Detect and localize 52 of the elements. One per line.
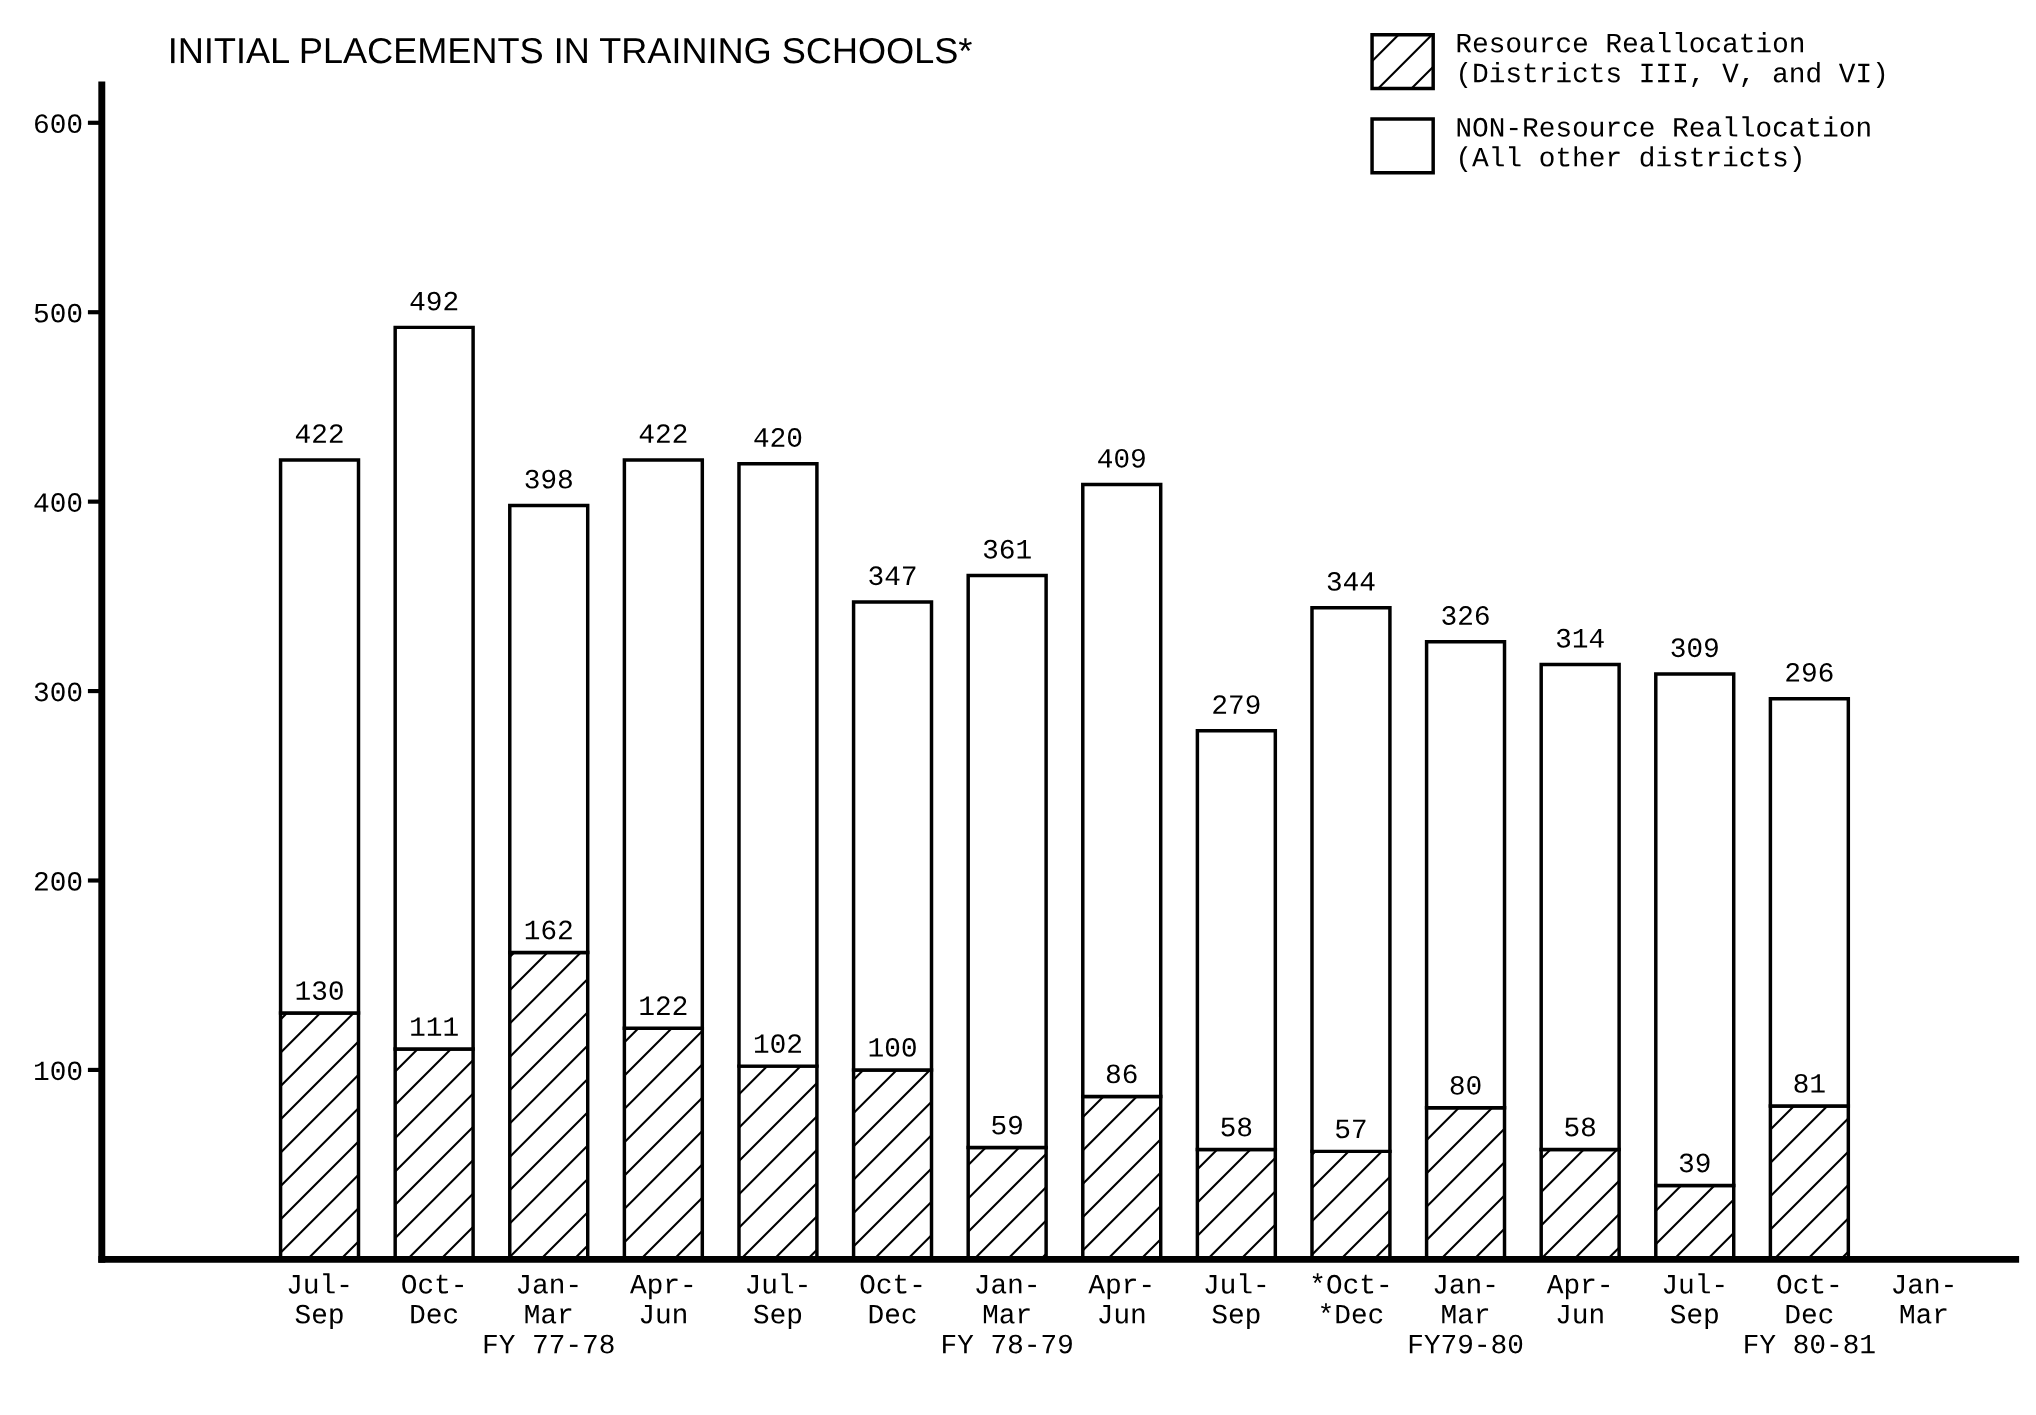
y-tick-label: 500 <box>34 303 82 323</box>
total-label: 422 <box>295 424 343 443</box>
x-tick-label: Jan- Mar <box>1893 1275 1953 1324</box>
y-tick-label: 200 <box>34 871 82 891</box>
total-label: 314 <box>1556 628 1604 648</box>
x-tick-label: Oct- Dec FY 80-81 <box>1745 1274 1875 1354</box>
data-label: 86 <box>1106 1064 1137 1084</box>
x-tick-label: *Oct- *Dec <box>1312 1273 1389 1324</box>
data-label: 130 <box>296 981 343 1001</box>
y-tick-label: 600 <box>35 114 82 134</box>
total-label: 398 <box>525 469 572 489</box>
x-tick-label: Apr- Jun <box>1088 1275 1151 1324</box>
total-label: 309 <box>1671 638 1718 658</box>
y-tick-label: 400 <box>34 493 82 512</box>
x-tick-label: Jan- Mar FY 77-78 <box>484 1275 614 1354</box>
total-label: 409 <box>1098 448 1145 468</box>
data-label: 59 <box>992 1115 1022 1135</box>
total-label: 361 <box>983 539 1031 559</box>
x-tick-label: Jul- Sep <box>746 1273 807 1330</box>
data-label: 102 <box>754 1034 801 1054</box>
data-label: 162 <box>525 920 572 940</box>
x-tick-label: Apr- Jun <box>1546 1275 1609 1324</box>
total-label: 347 <box>869 566 916 586</box>
total-label: 492 <box>410 291 458 311</box>
total-label: 296 <box>1786 662 1833 682</box>
legend-label: NON-Resource Reallocation (All other districts) <box>1457 116 1870 173</box>
total-label: 422 <box>639 424 687 443</box>
x-tick-label: Oct- Dec <box>402 1274 463 1324</box>
x-tick-label: Jan- Mar FY79-80 <box>1409 1275 1523 1354</box>
total-label: 344 <box>1327 572 1375 591</box>
x-tick-label: Jul- Sep <box>288 1273 349 1330</box>
data-label: 39 <box>1679 1153 1710 1173</box>
total-label: 279 <box>1213 695 1260 714</box>
y-tick-label: 100 <box>35 1061 82 1081</box>
data-label: 57 <box>1336 1119 1366 1139</box>
data-label: 81 <box>1794 1073 1825 1093</box>
chart-title: INITIAL PLACEMENTS IN TRAINING SCHOOLS* <box>171 37 972 64</box>
total-label: 326 <box>1442 606 1489 625</box>
data-label: 80 <box>1450 1075 1481 1095</box>
total-label: 420 <box>754 428 802 447</box>
x-tick-label: Apr- Jun <box>630 1275 693 1324</box>
data-label: 111 <box>411 1017 458 1036</box>
legend-label: Resource Reallocation (Districts III, V, and VI) <box>1457 32 1885 88</box>
x-tick-label: Oct- Dec <box>860 1274 922 1324</box>
data-label: 122 <box>640 996 687 1015</box>
y-tick-label: 300 <box>34 682 82 702</box>
data-label: 100 <box>869 1038 916 1057</box>
x-tick-label: Jan- Mar FY 78-79 <box>943 1275 1072 1354</box>
data-label: 58 <box>1221 1117 1252 1137</box>
x-tick-label: Jul- Sep <box>1205 1273 1266 1330</box>
data-label: 58 <box>1565 1117 1595 1137</box>
x-tick-label: Jul- Sep <box>1663 1273 1724 1330</box>
